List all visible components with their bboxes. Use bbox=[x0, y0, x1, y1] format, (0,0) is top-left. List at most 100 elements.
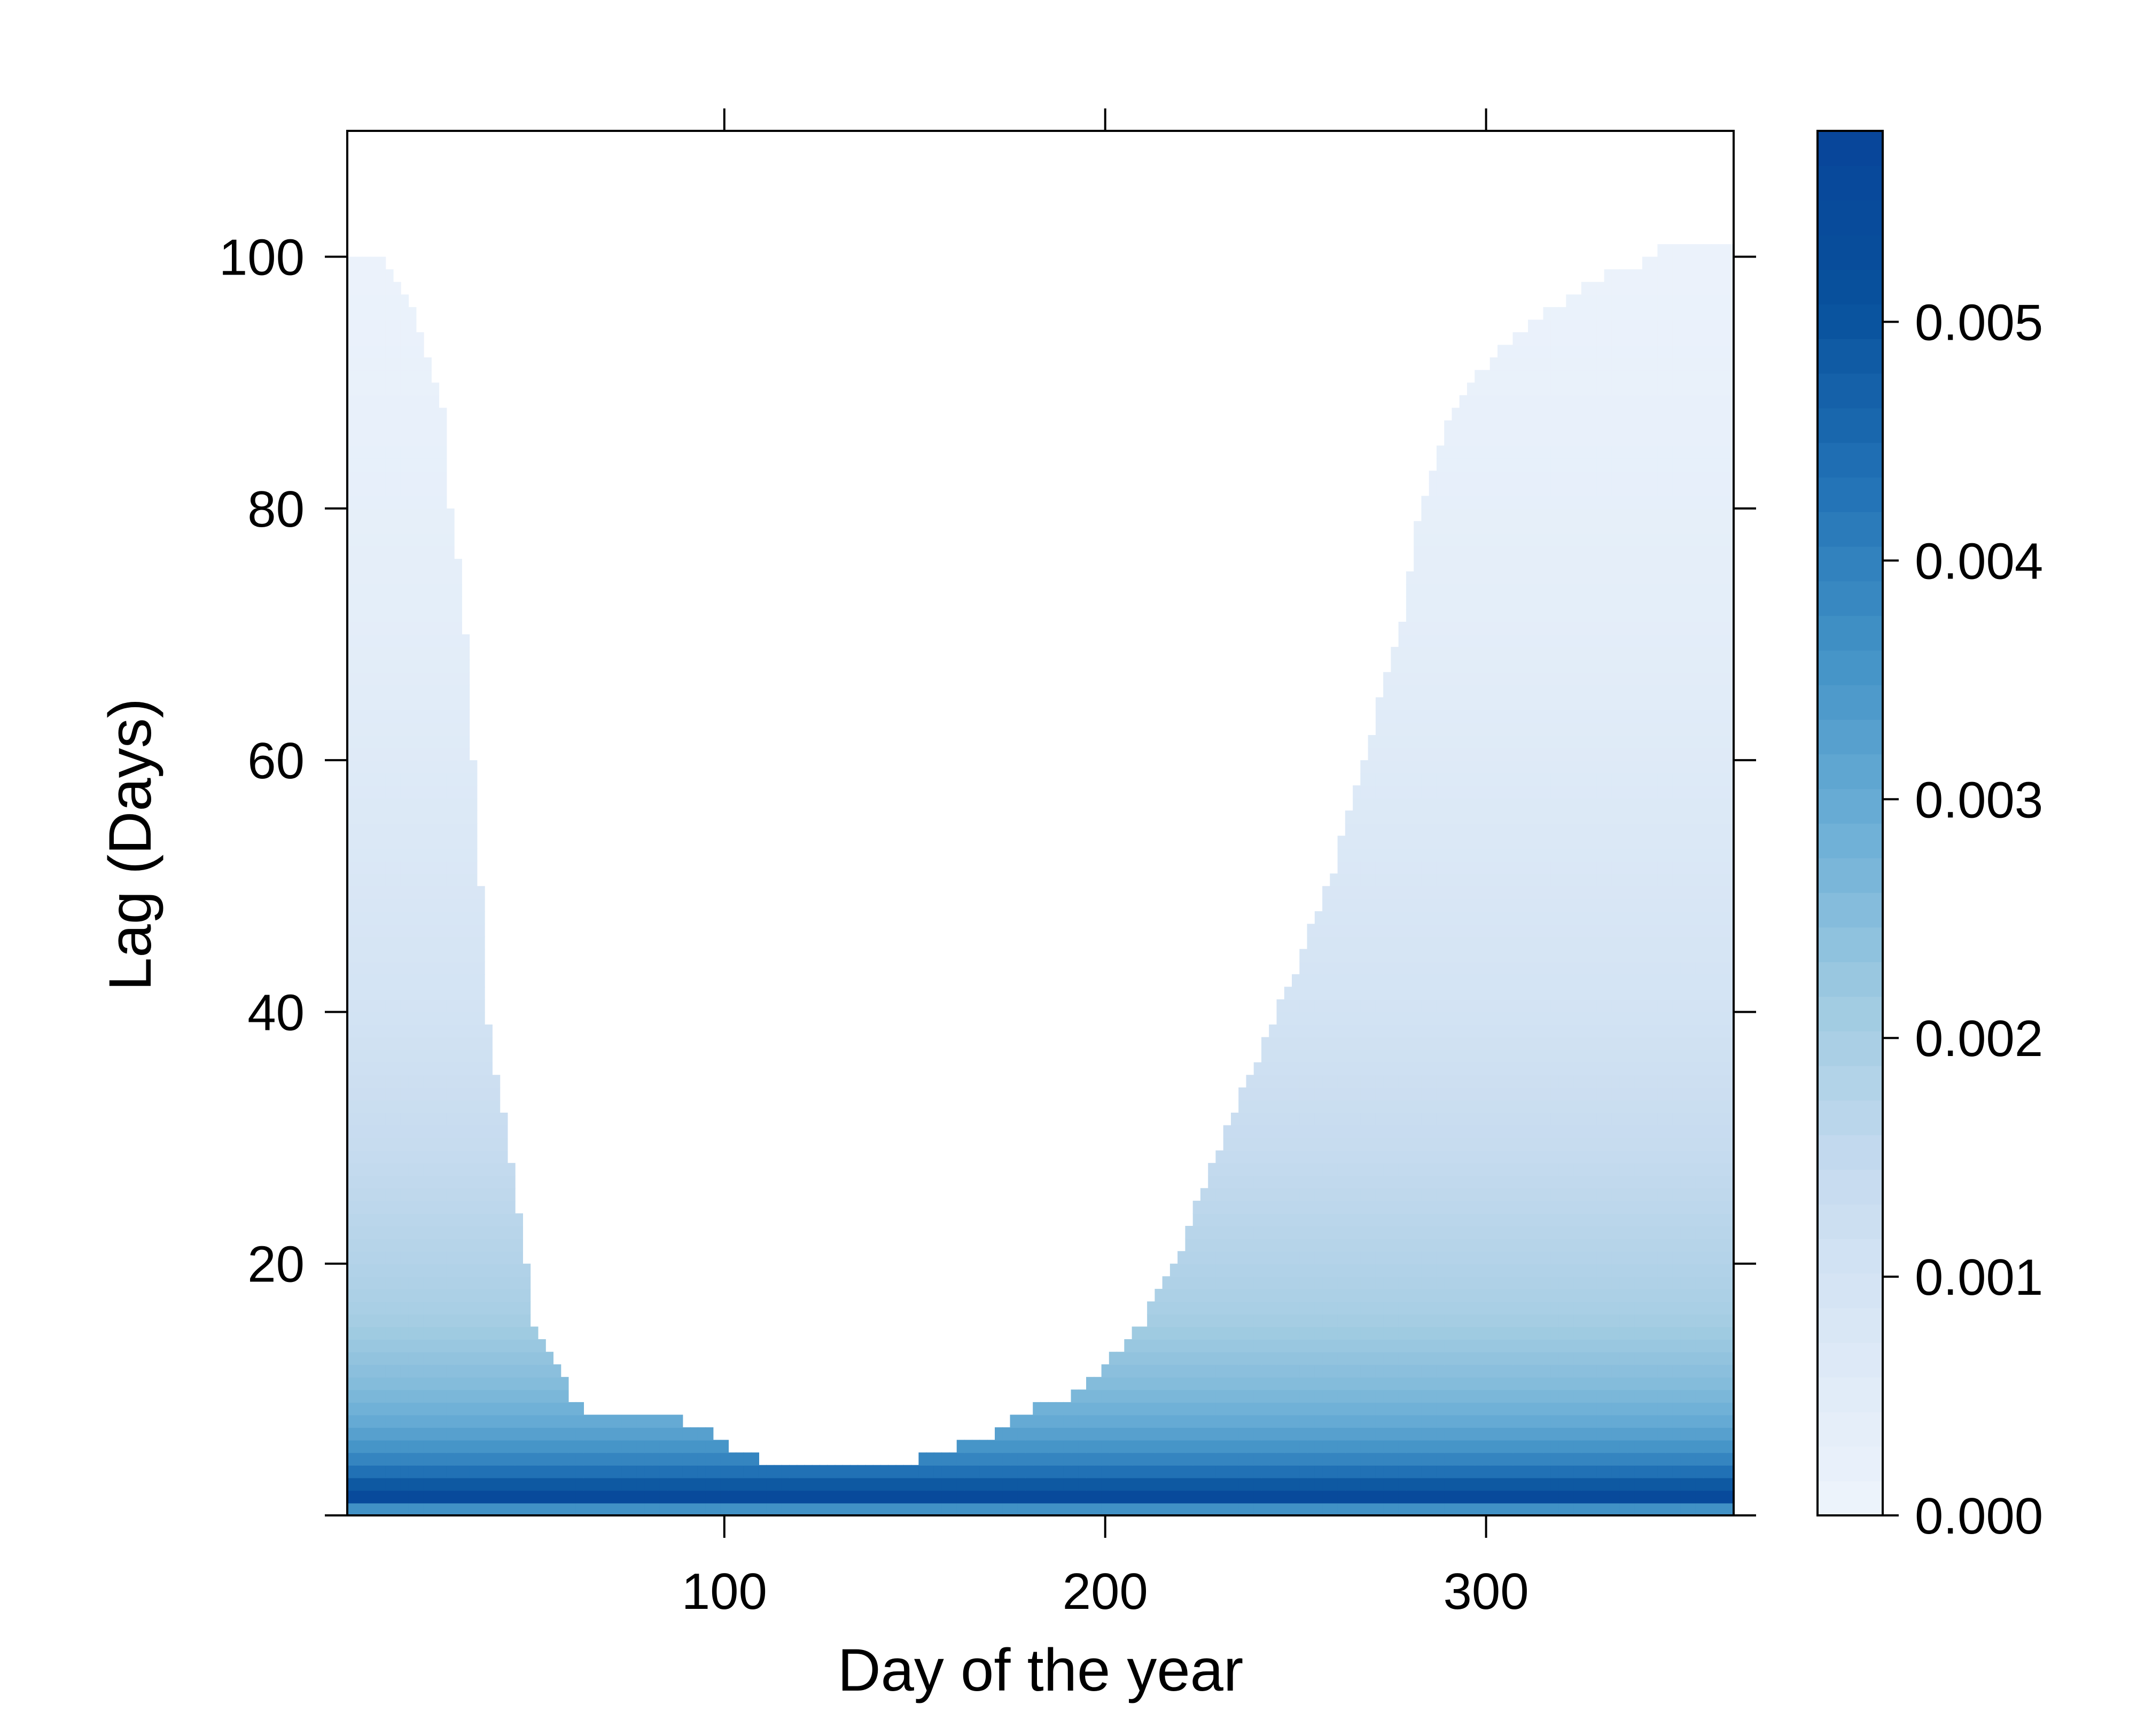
heatmap-cell bbox=[1406, 911, 1415, 925]
heatmap-cell bbox=[1703, 1213, 1712, 1227]
heatmap-cell bbox=[1672, 1477, 1681, 1491]
heatmap-cell bbox=[1535, 1238, 1544, 1252]
heatmap-cell bbox=[1520, 1100, 1529, 1113]
heatmap-cell bbox=[400, 1465, 409, 1479]
heatmap-cell bbox=[1512, 1364, 1521, 1378]
heatmap-cell bbox=[1391, 974, 1399, 988]
heatmap-cell bbox=[439, 961, 447, 975]
heatmap-cell bbox=[1642, 1025, 1651, 1038]
heatmap-cell bbox=[1589, 936, 1597, 950]
heatmap-cell bbox=[431, 1288, 440, 1302]
heatmap-cell bbox=[469, 1364, 478, 1378]
heatmap-cell bbox=[1269, 1389, 1277, 1403]
heatmap-cell bbox=[789, 1477, 798, 1491]
heatmap-cell bbox=[439, 1200, 447, 1214]
heatmap-cell bbox=[400, 1402, 409, 1416]
heatmap-cell bbox=[1475, 1087, 1483, 1101]
heatmap-cell bbox=[1056, 1452, 1064, 1466]
heatmap-cell bbox=[1246, 1226, 1254, 1239]
heatmap-cell bbox=[355, 1050, 363, 1063]
heatmap-cell bbox=[1718, 1402, 1727, 1416]
heatmap-cell bbox=[1375, 924, 1384, 937]
heatmap-cell bbox=[1703, 1339, 1712, 1352]
heatmap-cell bbox=[1550, 1050, 1559, 1063]
heatmap-cell bbox=[1627, 1276, 1635, 1289]
heatmap-cell bbox=[1543, 1326, 1551, 1340]
heatmap-cell bbox=[1505, 1037, 1514, 1051]
heatmap-cell bbox=[500, 1440, 508, 1453]
heatmap-cell bbox=[1543, 1125, 1551, 1139]
heatmap-cell bbox=[1475, 1012, 1483, 1026]
heatmap-cell bbox=[1360, 1477, 1369, 1491]
heatmap-cell bbox=[1269, 1452, 1277, 1466]
heatmap-cell bbox=[1429, 1339, 1437, 1352]
heatmap-cell bbox=[1162, 1351, 1171, 1365]
heatmap-cell bbox=[1292, 974, 1300, 988]
heatmap-cell bbox=[1109, 1440, 1118, 1453]
heatmap-cell bbox=[659, 1414, 668, 1428]
heatmap-cell bbox=[1657, 1314, 1666, 1327]
heatmap-cell bbox=[606, 1477, 615, 1491]
heatmap-cell bbox=[1695, 1414, 1704, 1428]
heatmap-cell bbox=[1010, 1465, 1018, 1479]
heatmap-cell bbox=[1330, 1113, 1338, 1126]
heatmap-cell bbox=[1512, 1389, 1521, 1403]
heatmap-cell bbox=[484, 1477, 493, 1491]
heatmap-cell bbox=[1695, 1503, 1704, 1516]
heatmap-cell bbox=[378, 1125, 386, 1139]
heatmap-cell bbox=[1596, 1276, 1605, 1289]
heatmap-cell bbox=[1155, 1389, 1163, 1403]
heatmap-cell bbox=[477, 1062, 485, 1076]
heatmap-cell bbox=[1307, 1251, 1315, 1264]
heatmap-cell bbox=[1292, 1251, 1300, 1264]
heatmap-cell bbox=[1558, 1050, 1567, 1063]
heatmap-cell bbox=[1573, 1351, 1582, 1365]
heatmap-cell bbox=[812, 1503, 821, 1516]
heatmap-cell bbox=[431, 1213, 440, 1227]
heatmap-cell bbox=[1421, 1402, 1430, 1416]
heatmap-cell bbox=[1452, 1427, 1460, 1441]
heatmap-cell bbox=[1566, 1263, 1574, 1277]
heatmap-cell bbox=[987, 1503, 995, 1516]
heatmap-cell bbox=[690, 1490, 698, 1504]
heatmap-cell bbox=[865, 1490, 873, 1504]
heatmap-cell bbox=[355, 1075, 363, 1088]
heatmap-cell bbox=[1672, 1440, 1681, 1453]
heatmap-cell bbox=[1406, 1138, 1415, 1151]
heatmap-cell bbox=[408, 1351, 417, 1365]
heatmap-cell bbox=[1512, 1440, 1521, 1453]
heatmap-cell bbox=[461, 1125, 470, 1139]
heatmap-cell bbox=[416, 949, 424, 963]
heatmap-cell bbox=[393, 961, 401, 975]
heatmap-cell bbox=[446, 1050, 455, 1063]
heatmap-cell bbox=[1512, 1075, 1521, 1088]
heatmap-cell bbox=[1657, 1452, 1666, 1466]
heatmap-cell bbox=[1619, 924, 1628, 937]
heatmap-cell bbox=[1231, 1226, 1239, 1239]
heatmap-cell bbox=[454, 1427, 462, 1441]
heatmap-cell bbox=[1185, 1402, 1194, 1416]
heatmap-cell bbox=[1322, 974, 1331, 988]
heatmap-cell bbox=[1421, 1175, 1430, 1189]
heatmap-cell bbox=[423, 1138, 432, 1151]
heatmap-cell bbox=[1048, 1427, 1057, 1441]
heatmap-cell bbox=[1086, 1452, 1095, 1466]
heatmap-cell bbox=[400, 936, 409, 950]
heatmap-cell bbox=[1314, 1276, 1323, 1289]
heatmap-cell bbox=[507, 1314, 516, 1327]
heatmap-cell bbox=[1634, 1138, 1643, 1151]
heatmap-cell bbox=[1475, 1288, 1483, 1302]
heatmap-cell bbox=[477, 1213, 485, 1227]
heatmap-cell bbox=[461, 1100, 470, 1113]
heatmap-cell bbox=[461, 1251, 470, 1264]
heatmap-cell bbox=[1550, 1012, 1559, 1026]
heatmap-cell bbox=[1215, 1414, 1224, 1428]
heatmap-cell bbox=[1459, 1100, 1468, 1113]
heatmap-cell bbox=[484, 1113, 493, 1126]
heatmap-cell bbox=[1429, 1050, 1437, 1063]
heatmap-cell bbox=[1002, 1477, 1011, 1491]
heatmap-cell bbox=[1634, 961, 1643, 975]
heatmap-cell bbox=[446, 1276, 455, 1289]
heatmap-cell bbox=[1452, 1138, 1460, 1151]
heatmap-cell bbox=[1276, 1377, 1285, 1390]
